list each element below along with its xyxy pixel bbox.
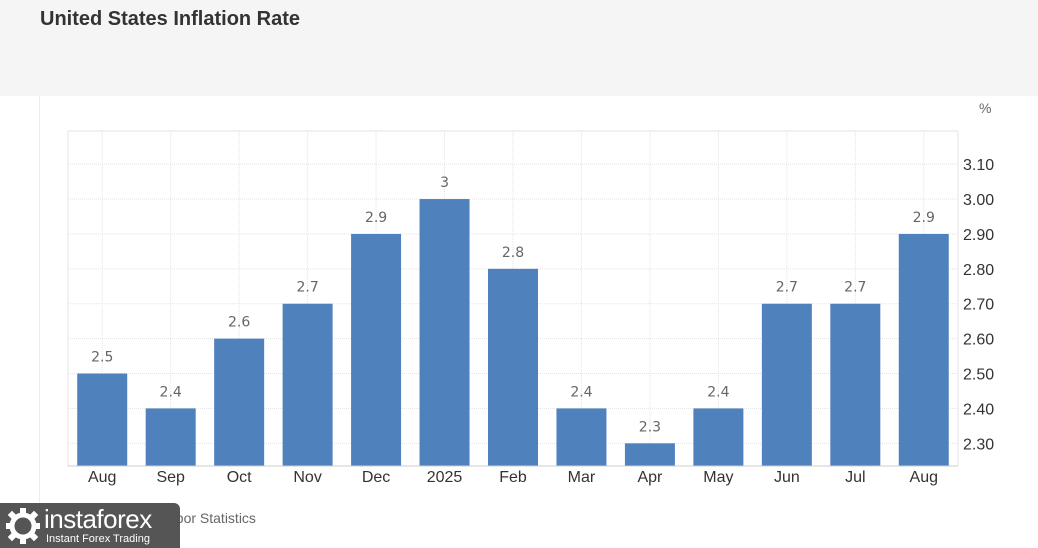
bar-value-label: 2.8 [502,245,524,261]
divider [39,96,40,548]
y-tick-label: 2.50 [963,367,994,384]
watermark-logo: instaforex Instant Forex Trading [0,503,180,548]
bar-value-label: 2.4 [707,384,729,400]
x-tick-label: 2025 [427,469,463,486]
header-band [0,0,1038,96]
bar [898,233,949,466]
watermark-brand: instaforex [44,504,152,534]
bar-value-label: 2.7 [776,280,798,296]
x-tick-label: Mar [568,469,596,486]
x-tick-label: Nov [293,469,321,486]
y-unit-label: % [979,100,991,116]
y-tick-label: 2.80 [963,262,994,279]
bar-value-label: 2.3 [639,419,661,435]
bar [77,373,128,466]
bar [214,338,265,466]
x-tick-label: Oct [227,469,252,486]
bar-value-label: 2.6 [228,315,250,331]
y-tick-label: 2.30 [963,436,994,453]
bar [761,303,812,466]
instaforex-logo-icon [6,508,40,544]
y-tick-label: 2.60 [963,332,994,349]
y-tick-label: 3.00 [963,192,994,209]
bar [556,408,607,466]
x-tick-label: Sep [156,469,185,486]
bar [693,408,744,466]
page-title: United States Inflation Rate [40,8,301,30]
bar-value-label: 3 [440,175,449,191]
bar [624,443,675,466]
x-tick-label: Dec [362,469,390,486]
bar [351,233,402,466]
bar-value-label: 2.4 [160,384,182,400]
bar-value-label: 2.4 [570,384,592,400]
x-tick-label: Feb [499,469,527,486]
x-tick-label: May [703,469,733,486]
bar-value-label: 2.9 [913,210,935,226]
y-tick-label: 2.90 [963,227,994,244]
x-tick-label: Jul [845,469,865,486]
y-tick-label: 2.70 [963,297,994,314]
y-tick-label: 3.10 [963,157,994,174]
bar [145,408,196,466]
x-tick-label: Jun [774,469,800,486]
x-tick-label: Aug [88,469,116,486]
watermark-tagline: Instant Forex Trading [46,533,150,545]
bar [830,303,881,466]
bar-value-label: 2.5 [91,350,113,366]
x-tick-label: Aug [910,469,938,486]
bar [488,268,538,466]
bar [419,199,470,466]
bar-value-label: 2.7 [296,280,318,296]
bar-value-label: 2.9 [365,210,387,226]
source-text: abor Statistics [168,510,256,526]
bar-value-label: 2.7 [844,280,866,296]
bar [282,303,333,466]
y-tick-label: 2.40 [963,401,994,418]
x-tick-label: Apr [637,469,663,486]
